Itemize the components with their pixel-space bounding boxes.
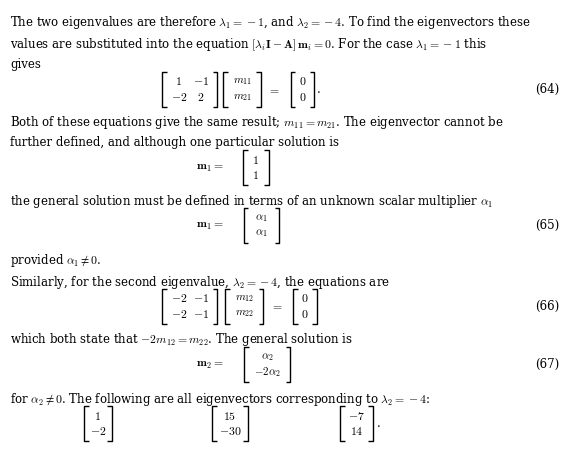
Text: $1$: $1$ <box>94 409 101 423</box>
Text: $-1$: $-1$ <box>193 308 209 320</box>
Text: (65): (65) <box>535 219 559 232</box>
Text: $2$: $2$ <box>197 91 204 104</box>
Text: $15$: $15$ <box>224 409 236 423</box>
Text: $0$: $0$ <box>301 308 309 320</box>
Text: values are substituted into the equation $[\lambda_i\mathbf{I} - \mathbf{A}]\,\m: values are substituted into the equation… <box>10 36 488 53</box>
Text: $-2$: $-2$ <box>171 308 187 320</box>
Text: .: . <box>377 417 381 431</box>
Text: $\alpha_2$: $\alpha_2$ <box>261 351 274 363</box>
Text: .: . <box>317 83 321 96</box>
Text: $1$: $1$ <box>175 75 182 89</box>
Text: gives: gives <box>10 58 41 71</box>
Text: (67): (67) <box>535 358 559 371</box>
Text: $m_{21}$: $m_{21}$ <box>232 92 252 103</box>
Text: $-7$: $-7$ <box>348 409 365 423</box>
Text: $14$: $14$ <box>350 425 363 438</box>
Text: the general solution must be defined in terms of an unknown scalar multiplier $\: the general solution must be defined in … <box>10 193 493 210</box>
Text: further defined, and although one particular solution is: further defined, and although one partic… <box>10 136 339 149</box>
Text: $1$: $1$ <box>252 169 259 182</box>
Text: Both of these equations give the same result; $m_{11} = m_{21}$. The eigenvector: Both of these equations give the same re… <box>10 114 504 131</box>
Text: $=$: $=$ <box>270 300 282 313</box>
Text: $0$: $0$ <box>298 91 306 104</box>
Text: $-2$: $-2$ <box>90 425 106 438</box>
Text: $\alpha_1$: $\alpha_1$ <box>255 212 268 224</box>
Text: $-2\alpha_2$: $-2\alpha_2$ <box>254 365 281 380</box>
Text: $\mathbf{m}_2 =$: $\mathbf{m}_2 =$ <box>197 358 224 371</box>
Text: $-1$: $-1$ <box>193 292 209 305</box>
Text: $-2$: $-2$ <box>171 292 187 305</box>
Text: provided $\alpha_1 \neq 0$.: provided $\alpha_1 \neq 0$. <box>10 252 102 269</box>
Text: $-1$: $-1$ <box>193 75 209 89</box>
Text: (66): (66) <box>535 300 559 313</box>
Text: The two eigenvalues are therefore $\lambda_1 = -1$, and $\lambda_2 = -4$. To fin: The two eigenvalues are therefore $\lamb… <box>10 14 531 31</box>
Text: (64): (64) <box>535 83 559 96</box>
Text: which both state that $-2m_{12} = m_{22}$. The general solution is: which both state that $-2m_{12} = m_{22}… <box>10 330 354 347</box>
Text: $-2$: $-2$ <box>171 91 187 104</box>
Text: $\mathbf{m}_1 =$: $\mathbf{m}_1 =$ <box>197 161 224 174</box>
Text: $\mathbf{m}_1 =$: $\mathbf{m}_1 =$ <box>197 219 224 232</box>
Text: $m_{22}$: $m_{22}$ <box>235 308 254 319</box>
Text: $0$: $0$ <box>301 292 309 305</box>
Text: Similarly, for the second eigenvalue, $\lambda_2 = -4$, the equations are: Similarly, for the second eigenvalue, $\… <box>10 274 390 291</box>
Text: $m_{11}$: $m_{11}$ <box>232 77 252 87</box>
Text: for $\alpha_2 \neq 0$. The following are all eigenvectors corresponding to $\lam: for $\alpha_2 \neq 0$. The following are… <box>10 391 430 408</box>
Text: $-30$: $-30$ <box>218 425 242 438</box>
Text: $=$: $=$ <box>267 83 280 96</box>
Text: $1$: $1$ <box>252 153 259 167</box>
Text: $0$: $0$ <box>298 75 306 89</box>
Text: $m_{12}$: $m_{12}$ <box>235 293 254 304</box>
Text: $\alpha_1$: $\alpha_1$ <box>255 228 268 240</box>
